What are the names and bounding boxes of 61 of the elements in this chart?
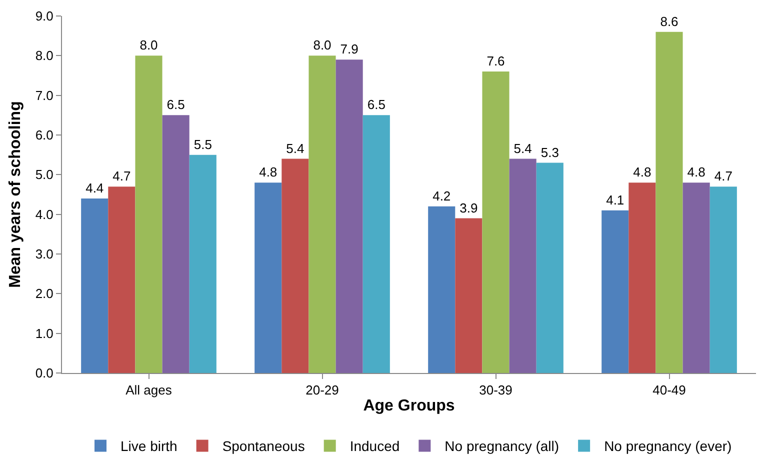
y-tick-label: 8.0: [35, 48, 54, 64]
y-axis-title: Mean years of schooling: [7, 101, 24, 288]
y-tick-label: 4.0: [35, 206, 54, 222]
y-tick-label: 5.0: [35, 167, 54, 182]
bar: [189, 154, 216, 373]
data-label: 4.8: [259, 164, 278, 180]
data-label: 6.5: [367, 97, 386, 112]
bar: [710, 186, 737, 373]
bar: [455, 218, 482, 373]
data-label: 5.4: [286, 140, 304, 156]
x-tick-label: 40-49: [652, 382, 686, 398]
bar: [135, 56, 162, 373]
data-label: 6.5: [166, 97, 185, 112]
legend-label: Live birth: [120, 438, 178, 454]
legend-label: No pregnancy (ever): [604, 438, 732, 454]
y-tick-label: 6.0: [35, 128, 54, 143]
bar: [254, 182, 282, 373]
bar: [602, 210, 629, 373]
legend-label: Induced: [350, 438, 400, 454]
y-tick-label: 3.0: [35, 246, 54, 262]
x-axis-title: Age Groups: [363, 397, 455, 414]
y-tick-label: 1.0: [35, 326, 54, 341]
x-tick-label: 30-39: [479, 382, 512, 398]
bar: [536, 162, 564, 373]
data-label: 4.8: [687, 164, 706, 180]
data-label: 5.5: [194, 136, 212, 152]
data-label: 5.4: [514, 140, 532, 156]
data-label: 8.6: [660, 14, 678, 29]
y-tick-label: 0.0: [35, 366, 54, 381]
bar: [682, 182, 710, 373]
legend-label: No pregnancy (all): [444, 438, 560, 454]
bar: [656, 32, 683, 373]
data-label: 4.8: [633, 164, 652, 180]
data-label: 7.6: [486, 54, 505, 69]
bar: [628, 182, 656, 373]
data-label: 4.7: [714, 168, 732, 184]
bar: [509, 158, 536, 373]
data-label: 3.9: [460, 200, 478, 216]
x-tick-label: 20-29: [306, 382, 339, 398]
data-label: 7.9: [340, 42, 358, 57]
bar: [362, 115, 390, 373]
data-label: 4.1: [606, 192, 624, 208]
bar: [336, 60, 363, 373]
x-tick-label: All ages: [126, 382, 172, 398]
data-label: 4.2: [432, 188, 451, 204]
data-label: 8.0: [313, 38, 332, 53]
y-tick-label: 7.0: [35, 88, 54, 103]
y-tick-label: 9.0: [35, 8, 54, 24]
bar: [108, 186, 136, 373]
data-label: 5.3: [540, 144, 559, 160]
bar: [282, 158, 309, 373]
data-label: 4.4: [86, 180, 104, 196]
data-label: 8.0: [140, 38, 158, 53]
bar: [428, 206, 456, 373]
data-label: 4.7: [112, 168, 131, 184]
bar: [482, 72, 510, 373]
bar: [162, 115, 190, 373]
y-tick-label: 2.0: [35, 286, 54, 302]
bar: [308, 56, 336, 373]
bar: [81, 198, 108, 373]
legend-label: Spontaneous: [222, 438, 305, 454]
